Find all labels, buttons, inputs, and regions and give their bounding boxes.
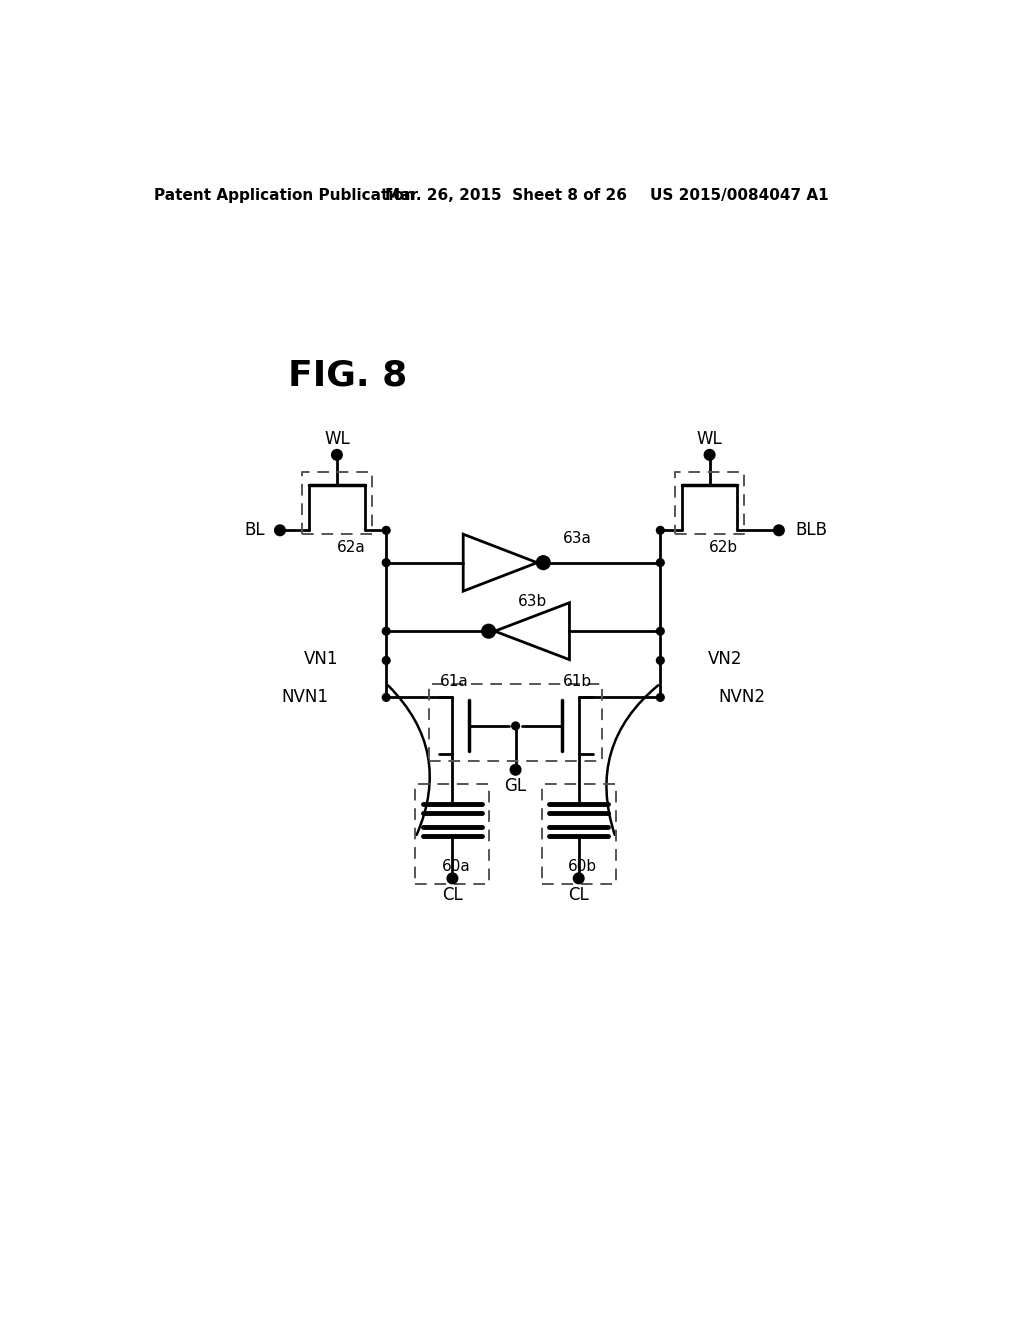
Text: GL: GL (505, 777, 526, 795)
Text: 62b: 62b (709, 540, 738, 554)
Text: CL: CL (568, 886, 589, 903)
Text: Patent Application Publication: Patent Application Publication (155, 187, 415, 203)
Circle shape (538, 557, 550, 569)
Circle shape (656, 558, 665, 566)
Text: BL: BL (244, 521, 264, 540)
Text: US 2015/0084047 A1: US 2015/0084047 A1 (649, 187, 828, 203)
Circle shape (512, 722, 519, 730)
Text: CL: CL (442, 886, 463, 903)
Text: 63a: 63a (563, 531, 592, 545)
Text: 60a: 60a (442, 859, 471, 874)
Circle shape (382, 627, 390, 635)
Text: 60b: 60b (568, 859, 597, 874)
Text: 61a: 61a (439, 675, 468, 689)
Text: Mar. 26, 2015  Sheet 8 of 26: Mar. 26, 2015 Sheet 8 of 26 (385, 187, 627, 203)
Circle shape (656, 693, 665, 701)
Text: NVN2: NVN2 (718, 689, 765, 706)
Text: 61b: 61b (562, 675, 592, 689)
Circle shape (382, 693, 390, 701)
Text: VN1: VN1 (304, 649, 339, 668)
Circle shape (511, 766, 520, 775)
Circle shape (382, 527, 390, 535)
Text: NVN1: NVN1 (282, 689, 329, 706)
Circle shape (447, 874, 457, 883)
Circle shape (275, 525, 285, 535)
Circle shape (382, 656, 390, 664)
Circle shape (382, 558, 390, 566)
Text: FIG. 8: FIG. 8 (289, 359, 408, 392)
Circle shape (574, 874, 584, 883)
Text: WL: WL (696, 430, 723, 449)
Circle shape (656, 656, 665, 664)
Circle shape (774, 525, 783, 535)
Circle shape (656, 627, 665, 635)
Text: 62a: 62a (337, 540, 366, 554)
Circle shape (705, 450, 714, 459)
Text: BLB: BLB (796, 521, 827, 540)
Text: 63b: 63b (518, 594, 547, 610)
Text: VN2: VN2 (708, 649, 742, 668)
Circle shape (333, 450, 342, 459)
Circle shape (482, 626, 495, 638)
Circle shape (656, 527, 665, 535)
Text: WL: WL (324, 430, 350, 449)
